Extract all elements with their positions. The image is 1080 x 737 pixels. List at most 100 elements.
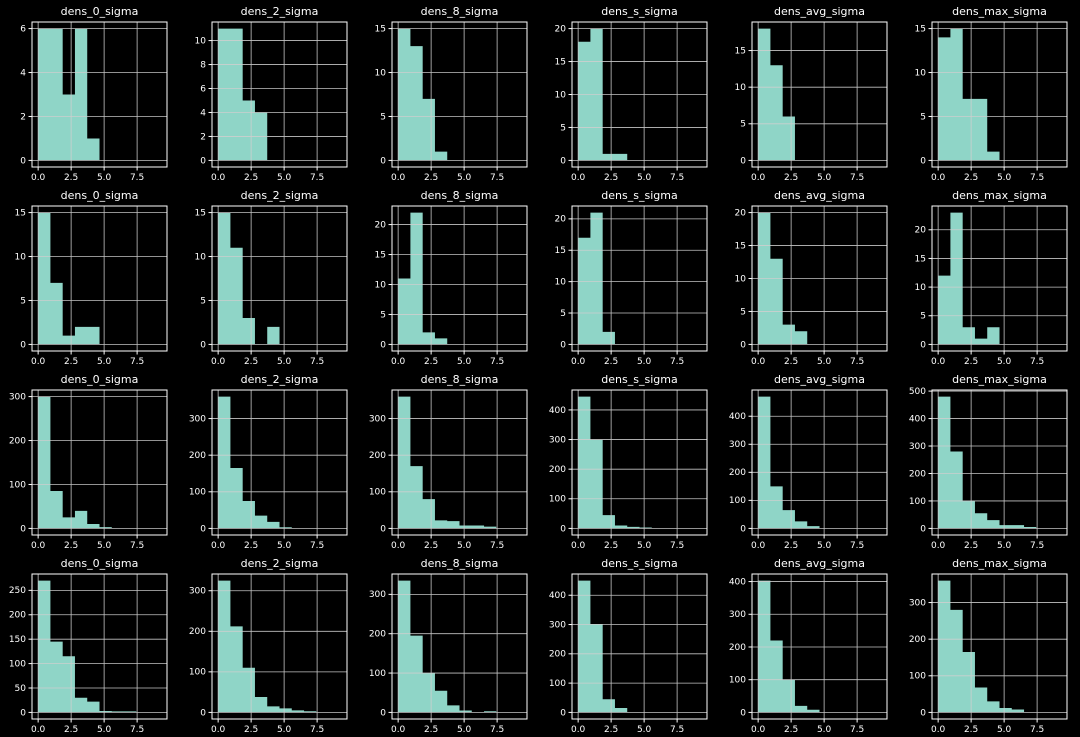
x-tick-label: 2.5	[964, 173, 978, 183]
axes-border	[391, 21, 528, 168]
y-tick-labels: 0 5 10 15	[375, 24, 387, 166]
x-tick-label: 5.0	[97, 725, 112, 735]
gridlines	[572, 390, 707, 535]
x-tick-label: 0.0	[391, 541, 406, 551]
tick-marks	[28, 396, 138, 539]
x-tick-label: 0.0	[391, 357, 406, 367]
y-tick-label: 300	[729, 610, 746, 620]
gridlines	[392, 390, 527, 535]
y-tick-label: 0	[560, 340, 566, 350]
axes-border	[751, 389, 888, 536]
x-tick-label: 5.0	[97, 541, 112, 551]
y-tick-label: 400	[729, 412, 746, 422]
x-tick-label: 5.0	[817, 725, 832, 735]
gridlines	[572, 206, 707, 351]
y-tick-label: 5	[740, 120, 746, 130]
axes-border	[211, 205, 348, 352]
y-tick-label: 10	[735, 274, 747, 284]
x-tick-labels: 0.0 2.5 5.0 7.5	[751, 541, 864, 551]
histogram-bars	[218, 580, 341, 713]
histogram-bars	[938, 212, 1061, 345]
gridlines	[572, 574, 707, 719]
axes-border	[931, 205, 1068, 352]
histogram-canvas: 0.0 2.5 5.0 7.5 0 5 10 15 20 dens_8_sigma	[375, 189, 528, 367]
x-tick-labels: 0.0 2.5 5.0 7.5	[211, 173, 324, 183]
x-tick-label: 2.5	[244, 541, 258, 551]
x-tick-label: 5.0	[637, 725, 652, 735]
y-tick-label: 0	[740, 708, 746, 718]
axes-border	[751, 21, 888, 168]
histogram-bars	[398, 28, 521, 161]
x-tick-label: 0.0	[931, 173, 946, 183]
histogram-canvas: 0.0 2.5 5.0 7.5 0 100 200 300 dens_8_sigma	[369, 557, 528, 735]
y-tick-label: 100	[369, 488, 386, 498]
subplot-title: dens_avg_sigma	[774, 5, 865, 18]
y-tick-label: 300	[9, 392, 26, 402]
x-tick-labels: 0.0 2.5 5.0 7.5	[211, 541, 324, 551]
y-tick-label: 15	[915, 24, 926, 34]
y-tick-label: 400	[909, 414, 926, 424]
subplot-title: dens_s_sigma	[601, 5, 677, 18]
y-tick-label: 300	[909, 442, 926, 452]
x-tick-label: 5.0	[817, 357, 832, 367]
subplot-dens_2_sigma-row4: 0.0 2.5 5.0 7.5 0 100 200 300 dens_2_sigma	[180, 552, 360, 736]
y-tick-labels: 0 5 10 15	[735, 46, 747, 166]
y-tick-label: 200	[369, 630, 386, 640]
axes-border	[211, 21, 348, 168]
y-tick-label: 100	[189, 488, 206, 498]
tick-marks	[208, 590, 318, 723]
subplot-dens_avg_sigma-row1: 0.0 2.5 5.0 7.5 0 5 10 15 dens_avg_sigma	[720, 0, 900, 184]
gridlines	[752, 206, 887, 351]
axes-border	[391, 389, 528, 536]
y-tick-label: 15	[555, 57, 566, 67]
tick-marks	[208, 212, 318, 355]
x-tick-label: 2.5	[424, 725, 438, 735]
x-tick-label: 7.5	[490, 725, 504, 735]
x-tick-label: 2.5	[424, 541, 438, 551]
histogram-canvas: 0.0 2.5 5.0 7.5 0 100 200 300 dens_max_sigma	[909, 557, 1068, 735]
y-tick-label: 10	[915, 68, 927, 78]
y-tick-label: 200	[189, 627, 206, 637]
tick-marks	[748, 212, 858, 355]
y-tick-label: 100	[909, 672, 926, 682]
x-tick-label: 0.0	[571, 173, 586, 183]
subplot-title: dens_0_sigma	[61, 373, 139, 386]
tick-marks	[568, 594, 678, 723]
x-tick-labels: 0.0 2.5 5.0 7.5	[211, 357, 324, 367]
tick-marks	[928, 390, 1038, 539]
x-tick-label: 2.5	[244, 173, 258, 183]
tick-marks	[28, 28, 138, 171]
y-tick-label: 500	[909, 387, 926, 397]
x-tick-label: 2.5	[784, 725, 798, 735]
histogram-bars	[218, 396, 341, 529]
y-tick-label: 8	[200, 60, 206, 70]
y-tick-label: 200	[549, 465, 566, 475]
x-tick-labels: 0.0 2.5 5.0 7.5	[391, 541, 504, 551]
y-tick-label: 300	[909, 598, 926, 608]
histogram-bars	[578, 396, 701, 529]
tick-marks	[208, 40, 318, 171]
axes-border	[211, 389, 348, 536]
histogram-bars	[578, 580, 701, 713]
subplot-dens_2_sigma-row1: 0.0 2.5 5.0 7.5 0 2 4 6 8 10 dens_2_sigma	[180, 0, 360, 184]
y-tick-label: 0	[200, 156, 206, 166]
x-tick-label: 0.0	[571, 725, 586, 735]
gridlines	[212, 390, 347, 535]
gridlines	[32, 390, 167, 535]
y-tick-labels: 0 5 10 15 20	[735, 208, 747, 350]
y-tick-label: 100	[729, 676, 746, 686]
x-tick-label: 5.0	[817, 541, 832, 551]
histogram-bars	[758, 580, 881, 713]
y-tick-labels: 0 2 4 6	[20, 24, 26, 166]
x-tick-label: 7.5	[1030, 541, 1044, 551]
subplot-title: dens_max_sigma	[952, 373, 1047, 386]
y-tick-labels: 0 5 10 15	[15, 208, 27, 350]
subplot-dens_8_sigma-row1: 0.0 2.5 5.0 7.5 0 5 10 15 dens_8_sigma	[360, 0, 540, 184]
x-tick-label: 7.5	[310, 173, 324, 183]
subplot-dens_max_sigma-row1: 0.0 2.5 5.0 7.5 0 5 10 15 dens_max_sigma	[900, 0, 1080, 184]
y-tick-labels: 0 5 10 15	[195, 208, 207, 350]
subplot-title: dens_0_sigma	[61, 5, 139, 18]
x-tick-label: 5.0	[277, 357, 292, 367]
subplot-dens_0_sigma-row4: 0.0 2.5 5.0 7.5 0 50 100 150 200 250 dens_0_sigma	[0, 552, 180, 736]
x-tick-label: 7.5	[670, 541, 684, 551]
